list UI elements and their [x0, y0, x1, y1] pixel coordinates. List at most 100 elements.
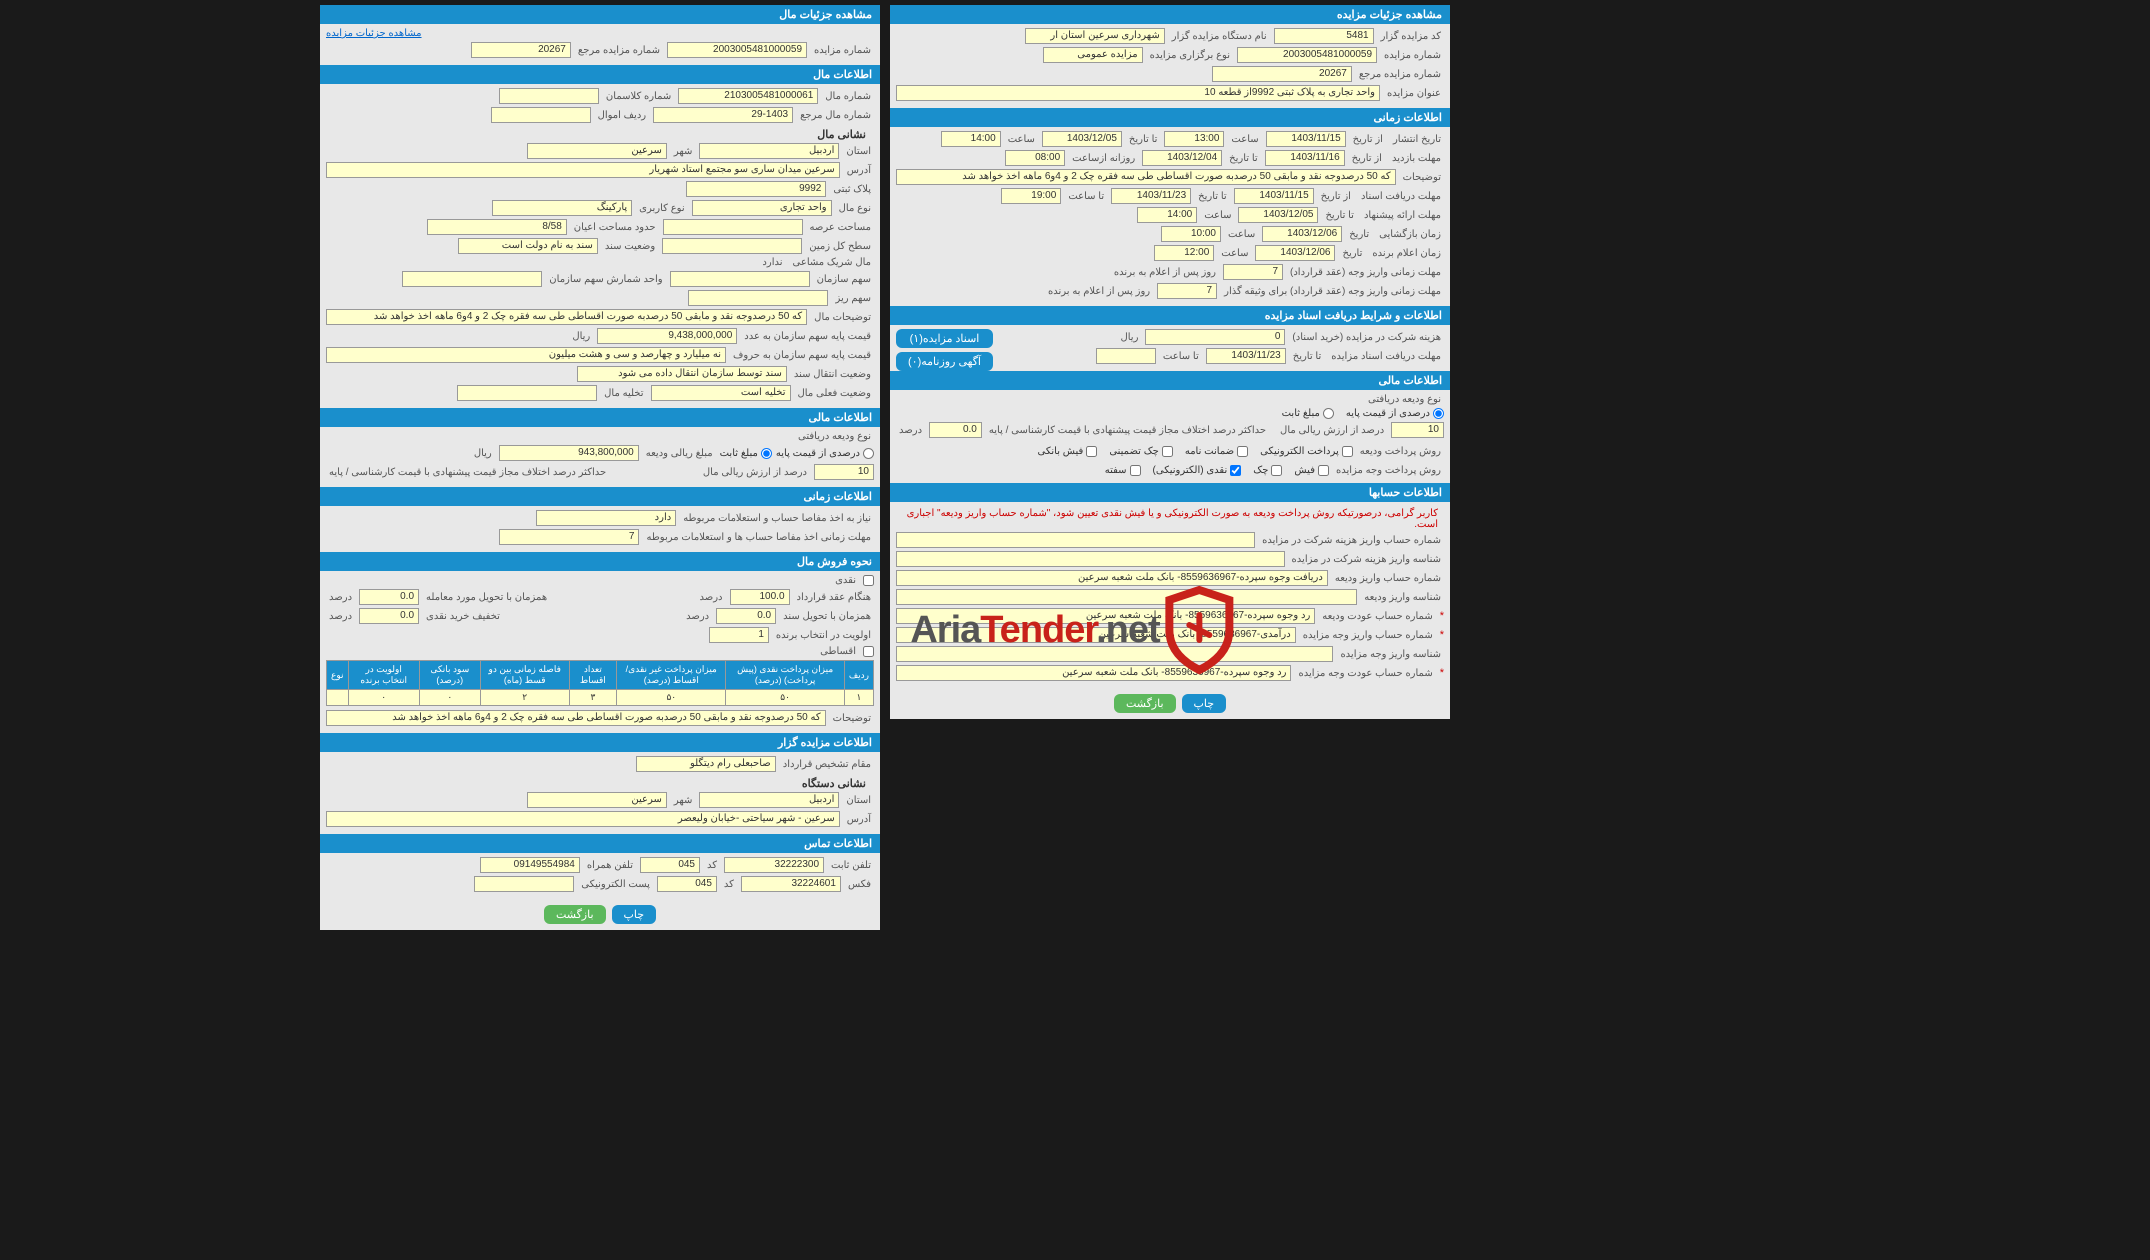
field-address: سرعین میدان ساری سو مجتمع استاد شهریار	[326, 162, 840, 178]
field-cash-discount: 0.0	[359, 608, 419, 624]
label-ref-num: شماره مزایده مرجع	[1356, 69, 1444, 80]
label-inquiry-deadline: مهلت زمانی اخذ مفاصا حساب ها و استعلامات…	[643, 532, 874, 543]
print-button2[interactable]: چاپ	[612, 905, 657, 924]
label-delivery: همزمان با تحویل مورد معامله	[423, 592, 550, 603]
field-d3b: 1403/11/23	[1111, 188, 1191, 204]
header-auction-details: مشاهده جزئیات مزایده	[890, 5, 1450, 24]
field-ref-num2: 20267	[471, 42, 571, 58]
label-org-share: سهم سازمان	[814, 274, 874, 285]
chk-p4[interactable]	[1130, 465, 1141, 476]
label-cash-discount: تخفیف خرید نقدی	[423, 611, 503, 622]
th-gap: فاصله زمانی بین دو قسط (ماه)	[480, 661, 569, 690]
header-doc-conditions: اطلاعات و شرایط دریافت اسناد مزایده	[890, 306, 1450, 325]
label-address: آدرس	[844, 165, 874, 176]
field-ref-num: 20267	[1212, 66, 1352, 82]
field-rial-amount: 943,800,000	[499, 445, 639, 461]
chk-p3[interactable]	[1230, 465, 1241, 476]
field-auction-num2: 2003005481000059	[667, 42, 807, 58]
field-contract: 100.0	[730, 589, 790, 605]
field-plot-area	[663, 219, 803, 235]
field-d2: 1403/11/16	[1265, 150, 1345, 166]
field-t3: 19:00	[1001, 188, 1061, 204]
ad-button[interactable]: آگهی روزنامه(۰)	[896, 352, 993, 371]
th-count: تعداد اقساط	[569, 661, 616, 690]
th-interest: سود بانکی (درصد)	[419, 661, 480, 690]
label-org-name: نام دستگاه مزایده گزار	[1169, 31, 1270, 42]
chk-p2[interactable]	[1271, 465, 1282, 476]
field-org-name: شهرداری سرعین استان ار	[1025, 28, 1165, 44]
chk-m1[interactable]	[1342, 446, 1353, 457]
header-auctioneer: اطلاعات مزایده گزار	[320, 733, 880, 752]
field-base-price: 9,438,000,000	[597, 328, 737, 344]
field-d5: 1403/12/06	[1262, 226, 1342, 242]
field-d6: 1403/12/06	[1255, 245, 1335, 261]
field-acc8: رد وجوه سپرده-8559636967- بانک ملت شعبه …	[896, 665, 1291, 681]
chk-p1[interactable]	[1318, 465, 1329, 476]
field-auth: صاحبعلی رام دیتگلو	[636, 756, 776, 772]
field-deed-status: سند به نام دولت است	[458, 238, 598, 254]
field-max-diff: 0.0	[929, 422, 982, 438]
field-t1b: 14:00	[941, 131, 1001, 147]
header-time-info: اطلاعات زمانی	[890, 108, 1450, 127]
subheader-address: نشانی مال	[326, 126, 874, 143]
label-deposit-deadline: مهلت زمانی واریز وجه (عقد قرارداد)	[1287, 267, 1444, 278]
label-title: عنوان مزایده	[1384, 88, 1444, 99]
radio-percent[interactable]	[1433, 408, 1444, 419]
field-priority: 1	[709, 627, 769, 643]
radio-fixed2[interactable]	[761, 448, 772, 459]
label-prop-ref: شماره مال مرجع	[797, 110, 874, 121]
warning-text: کاربر گرامی، درصورتیکه روش پرداخت ودیعه …	[896, 506, 1444, 532]
field-phone: 32222300	[724, 857, 824, 873]
field-t4: 14:00	[1137, 207, 1197, 223]
field-acc7	[896, 646, 1333, 662]
field-desc-prop: که 50 درصدوجه نقد و مابقی 50 درصدبه صورت…	[326, 309, 807, 325]
chk-install[interactable]	[863, 646, 874, 657]
radio-fixed[interactable]	[1323, 408, 1334, 419]
field-plaque: 9992	[686, 181, 826, 197]
chk-m3[interactable]	[1162, 446, 1173, 457]
field-deed: 0.0	[716, 608, 776, 624]
label-acc8: شماره حساب عودت وجه مزایده	[1295, 668, 1435, 679]
field-code2: 045	[657, 876, 717, 892]
label-desc2: توضیحات	[830, 713, 874, 724]
docs-button[interactable]: اسناد مزایده(۱)	[896, 329, 993, 348]
header-property-details: مشاهده جزئیات مال	[320, 5, 880, 24]
label-doc-deadline: مهلت دریافت اسناد مزایده	[1328, 351, 1444, 362]
label-email: پست الکترونیکی	[578, 879, 653, 890]
field-deposit-days: 7	[1223, 264, 1283, 280]
back-button2[interactable]: بازگشت	[544, 905, 606, 924]
header-time2: اطلاعات زمانی	[320, 487, 880, 506]
field-inquiry-deadline: 7	[499, 529, 639, 545]
label-desc: توضیحات	[1400, 172, 1444, 183]
field-fax: 32224601	[741, 876, 841, 892]
field-desc: که 50 درصدوجه نقد و مابقی 50 درصدبه صورت…	[896, 169, 1396, 185]
label-acc4: شناسه واریز ودیعه	[1361, 592, 1444, 603]
field-delivery: 0.0	[359, 589, 419, 605]
label-acc6: شماره حساب واریز وجه مزایده	[1300, 630, 1436, 641]
chk-m2[interactable]	[1237, 446, 1248, 457]
field-address2: سرعین - شهر سیاحتی -خیابان ولیعصر	[326, 811, 840, 827]
label-acc7: شناسه واریز وجه مزایده	[1337, 649, 1444, 660]
field-org-share	[670, 271, 810, 287]
print-button[interactable]: چاپ	[1182, 694, 1227, 713]
label-prop-type: نوع مال	[836, 203, 874, 214]
chk-m4[interactable]	[1086, 446, 1097, 457]
field-transfer-status: سند توسط سازمان انتقال داده می شود	[577, 366, 787, 382]
installment-table: ردیف میزان پرداخت نقدی (پیش پرداخت) (درص…	[326, 660, 874, 706]
link-view-auction[interactable]: مشاهده جزئیات مزایده	[326, 28, 422, 39]
val-joint: ندارد	[759, 257, 785, 268]
radio-percent2[interactable]	[863, 448, 874, 459]
label-joint: مال شریک مشاعی	[790, 257, 874, 268]
chk-cash[interactable]	[863, 575, 874, 586]
field-land-area	[662, 238, 802, 254]
field-acc3: دریافت وجوه سپرده-8559636967- بانک ملت ش…	[896, 570, 1328, 586]
label-doc-receive: مهلت دریافت اسناد	[1358, 191, 1444, 202]
label-rial-amount: مبلغ ریالی ودیعه	[643, 448, 716, 459]
label-ref-num2: شماره مزایده مرجع	[575, 45, 663, 56]
label-auth: مقام تشخیص قرارداد	[780, 759, 874, 770]
back-button[interactable]: بازگشت	[1114, 694, 1176, 713]
label-winner: زمان اعلام برنده	[1369, 248, 1444, 259]
field-acc5: رد وجوه سپرده-8559636967- بانک ملت شعبه …	[896, 608, 1315, 624]
label-max-diff2: حداکثر درصد اختلاف مجاز قیمت پیشنهادی با…	[326, 467, 609, 478]
field-desc2: که 50 درصدوجه نقد و مابقی 50 درصدبه صورت…	[326, 710, 826, 726]
